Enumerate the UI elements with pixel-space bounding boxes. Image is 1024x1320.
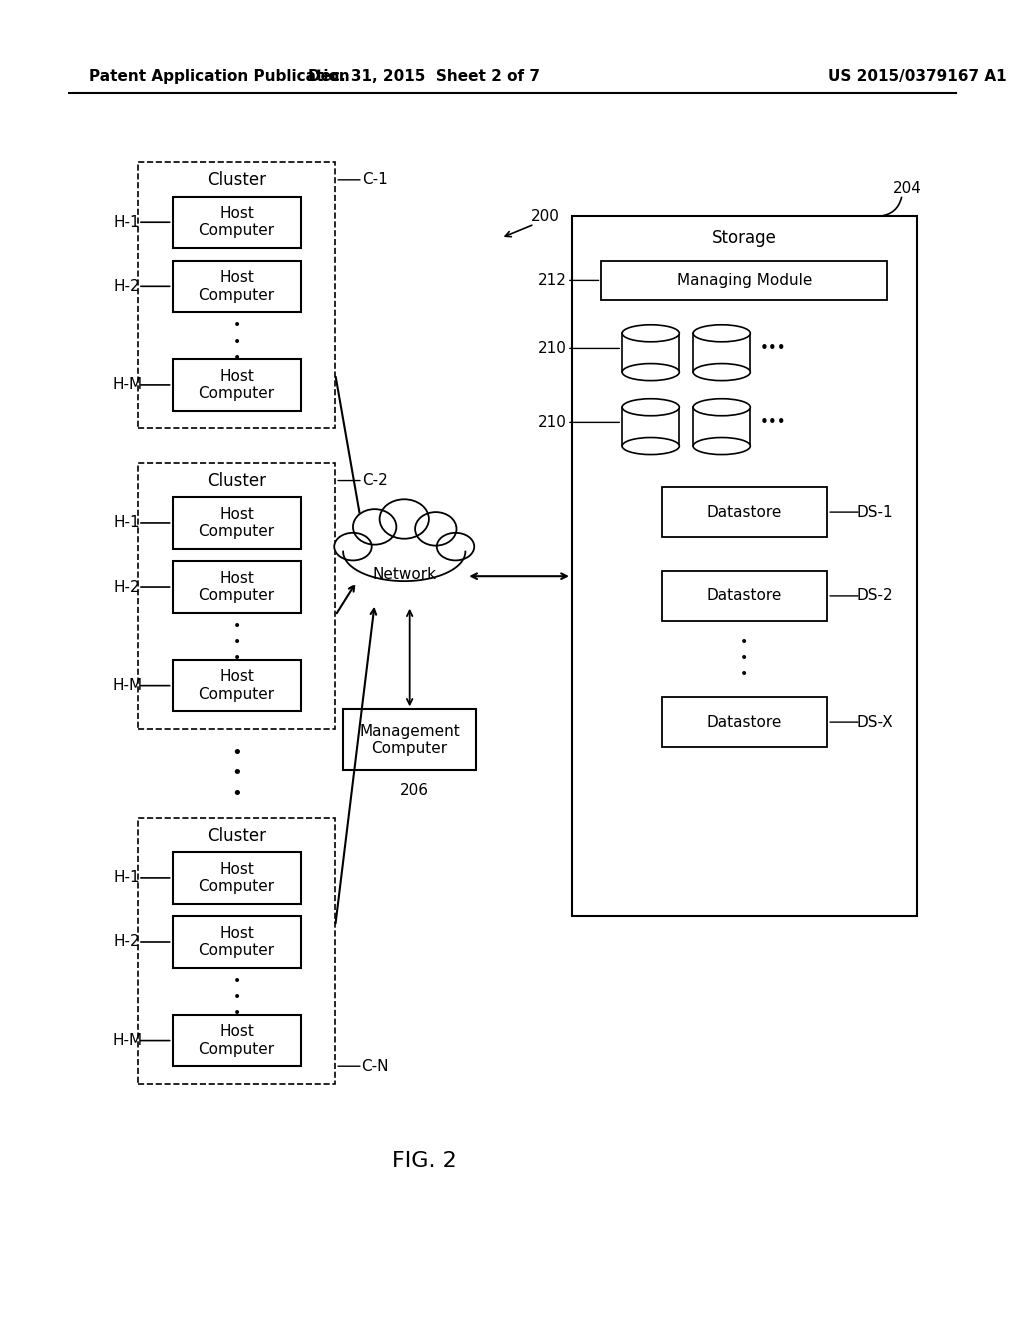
Text: Dec. 31, 2015  Sheet 2 of 7: Dec. 31, 2015 Sheet 2 of 7 xyxy=(308,69,540,83)
Text: C-N: C-N xyxy=(360,1059,388,1073)
FancyBboxPatch shape xyxy=(172,1015,301,1067)
Text: DS-1: DS-1 xyxy=(856,504,893,520)
Text: Host
Computer: Host Computer xyxy=(199,271,274,302)
Text: FIG. 2: FIG. 2 xyxy=(391,1151,457,1171)
FancyBboxPatch shape xyxy=(172,260,301,312)
FancyBboxPatch shape xyxy=(601,260,888,300)
Text: Host
Computer: Host Computer xyxy=(199,669,274,702)
Text: Datastore: Datastore xyxy=(707,504,782,520)
FancyBboxPatch shape xyxy=(172,853,301,903)
Text: Host
Computer: Host Computer xyxy=(199,507,274,539)
Text: Management
Computer: Management Computer xyxy=(359,723,460,756)
Text: •••: ••• xyxy=(760,341,786,356)
FancyBboxPatch shape xyxy=(172,197,301,248)
Text: 210: 210 xyxy=(538,341,566,356)
Ellipse shape xyxy=(623,399,679,416)
Text: DS-X: DS-X xyxy=(856,714,893,730)
Text: Managing Module: Managing Module xyxy=(677,273,812,288)
Text: Network: Network xyxy=(373,566,436,582)
Ellipse shape xyxy=(693,325,751,342)
Ellipse shape xyxy=(353,510,396,545)
FancyBboxPatch shape xyxy=(662,697,827,747)
Bar xyxy=(693,408,751,446)
Text: C-1: C-1 xyxy=(361,173,387,187)
Text: H-1: H-1 xyxy=(114,515,140,531)
Text: 212: 212 xyxy=(538,273,566,288)
FancyBboxPatch shape xyxy=(172,660,301,711)
Text: Host
Computer: Host Computer xyxy=(199,862,274,894)
Text: Host
Computer: Host Computer xyxy=(199,206,274,239)
Ellipse shape xyxy=(623,437,679,454)
Text: 200: 200 xyxy=(530,209,560,224)
Text: •
•
•: • • • xyxy=(232,318,241,364)
Text: 202: 202 xyxy=(410,512,438,527)
Text: DS-2: DS-2 xyxy=(856,589,893,603)
Text: •
•
•: • • • xyxy=(740,635,749,681)
FancyBboxPatch shape xyxy=(138,463,335,729)
Text: H-2: H-2 xyxy=(114,279,140,294)
Text: H-1: H-1 xyxy=(114,870,140,886)
Text: •
•
•: • • • xyxy=(232,974,241,1020)
Text: C-2: C-2 xyxy=(361,473,387,488)
Text: US 2015/0379167 A1: US 2015/0379167 A1 xyxy=(827,69,1007,83)
Text: H-M: H-M xyxy=(112,1034,142,1048)
Text: •
•
•: • • • xyxy=(232,619,241,665)
Ellipse shape xyxy=(437,533,474,561)
Text: Cluster: Cluster xyxy=(207,170,266,189)
Text: Host
Computer: Host Computer xyxy=(199,925,274,958)
Text: H-2: H-2 xyxy=(114,935,140,949)
Text: 210: 210 xyxy=(538,414,566,430)
FancyBboxPatch shape xyxy=(662,572,827,620)
Text: H-M: H-M xyxy=(112,678,142,693)
Ellipse shape xyxy=(693,399,751,416)
Text: Cluster: Cluster xyxy=(207,826,266,845)
Text: •
•
•: • • • xyxy=(231,743,242,803)
FancyBboxPatch shape xyxy=(343,709,476,771)
FancyBboxPatch shape xyxy=(172,359,301,411)
Text: Datastore: Datastore xyxy=(707,589,782,603)
Text: •••: ••• xyxy=(760,414,786,430)
Ellipse shape xyxy=(380,499,429,539)
FancyBboxPatch shape xyxy=(138,162,335,428)
Text: Patent Application Publication: Patent Application Publication xyxy=(89,69,349,83)
FancyBboxPatch shape xyxy=(172,498,301,549)
Text: Datastore: Datastore xyxy=(707,714,782,730)
Ellipse shape xyxy=(693,437,751,454)
Bar xyxy=(623,408,679,446)
Ellipse shape xyxy=(623,363,679,380)
Text: Host
Computer: Host Computer xyxy=(199,570,274,603)
Text: 206: 206 xyxy=(400,783,429,797)
Text: Host
Computer: Host Computer xyxy=(199,1024,274,1057)
Text: Cluster: Cluster xyxy=(207,471,266,490)
Ellipse shape xyxy=(334,533,372,561)
FancyBboxPatch shape xyxy=(172,561,301,612)
Ellipse shape xyxy=(693,363,751,380)
Bar xyxy=(693,333,751,372)
Ellipse shape xyxy=(623,325,679,342)
Bar xyxy=(343,527,465,583)
Ellipse shape xyxy=(415,512,457,545)
Text: 204: 204 xyxy=(893,181,922,197)
FancyBboxPatch shape xyxy=(138,818,335,1084)
FancyBboxPatch shape xyxy=(662,487,827,537)
FancyBboxPatch shape xyxy=(172,916,301,968)
Text: H-M: H-M xyxy=(112,378,142,392)
Bar xyxy=(623,333,679,372)
Text: H-1: H-1 xyxy=(114,215,140,230)
FancyBboxPatch shape xyxy=(571,216,916,916)
Text: Host
Computer: Host Computer xyxy=(199,368,274,401)
Text: Storage: Storage xyxy=(712,228,777,247)
Text: H-2: H-2 xyxy=(114,579,140,594)
